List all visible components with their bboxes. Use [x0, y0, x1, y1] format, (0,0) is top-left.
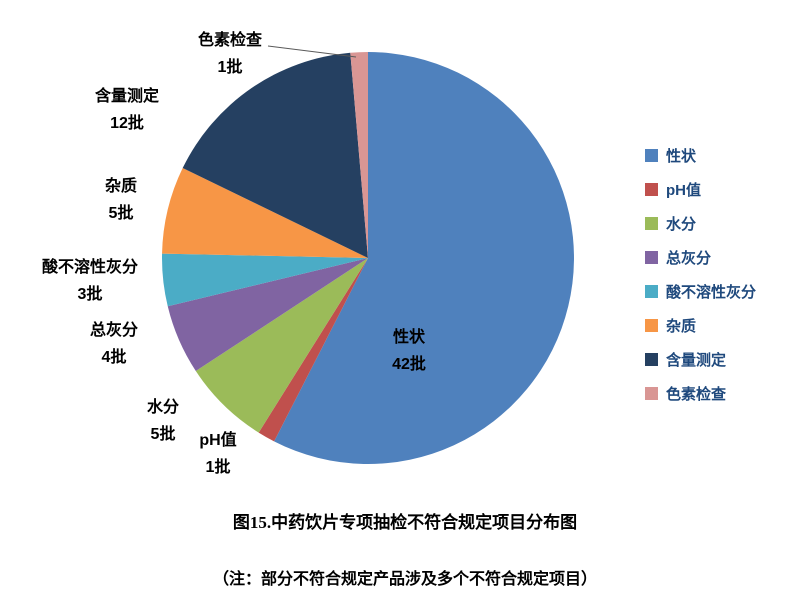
legend-item-4: 酸不溶性灰分	[645, 274, 756, 308]
chart-area: 性状 42批 pH值 1批 水分 5批 总灰分 4批 酸不溶性灰分 3批 杂质 5批 含量测定 12批 色素…	[42, 32, 756, 476]
legend-item-label: 水分	[666, 215, 697, 233]
legend-item-7: 色素检查	[645, 376, 756, 410]
legend-swatch-icon	[645, 182, 658, 196]
legend-item-label: 酸不溶性灰分	[666, 283, 757, 301]
legend-item-label: 总灰分	[666, 249, 712, 267]
pie-slice-7	[350, 52, 368, 258]
pie-slice-2	[195, 258, 368, 433]
figure-note: （注：部分不符合规定产品涉及多个不符合规定项目）	[212, 571, 597, 588]
figure-caption: 图15.中药饮片专项抽检不符合规定项目分布图	[232, 513, 578, 532]
legend-item-0: 性状	[645, 138, 756, 172]
pie-slice-1	[258, 258, 368, 442]
legend-swatch-icon	[645, 386, 658, 400]
legend-item-3: 总灰分	[645, 240, 756, 274]
legend-item-label: 色素检查	[666, 385, 727, 403]
pie-chart	[162, 45, 574, 464]
pie-slice-4	[162, 253, 368, 307]
pie-slice-5	[162, 168, 368, 258]
legend-item-label: pH值	[666, 181, 701, 199]
legend-swatch-icon	[645, 284, 658, 298]
chart-legend: 性状 pH值水分总灰分酸不溶性灰分 杂质含量测定色素检查	[645, 138, 756, 410]
pie-slice-6	[182, 52, 368, 259]
legend-item-label: 性状	[666, 147, 697, 165]
legend-swatch-icon	[645, 318, 658, 332]
legend-item-1: pH值	[645, 172, 756, 206]
legend-swatch-icon	[645, 352, 658, 366]
legend-item-label: 含量测定	[666, 351, 727, 369]
legend-item-5: 杂质	[645, 308, 756, 342]
pie-slice-0	[274, 52, 574, 464]
pie-slice-3	[167, 258, 368, 372]
legend-swatch-icon	[645, 216, 658, 230]
legend-swatch-icon	[645, 148, 658, 162]
legend-item-2: 水分	[645, 206, 756, 240]
leader-line-0	[267, 45, 357, 58]
legend-item-6: 含量测定	[645, 342, 756, 376]
legend-item-label: 杂质	[666, 317, 697, 335]
legend-swatch-icon	[645, 250, 658, 264]
